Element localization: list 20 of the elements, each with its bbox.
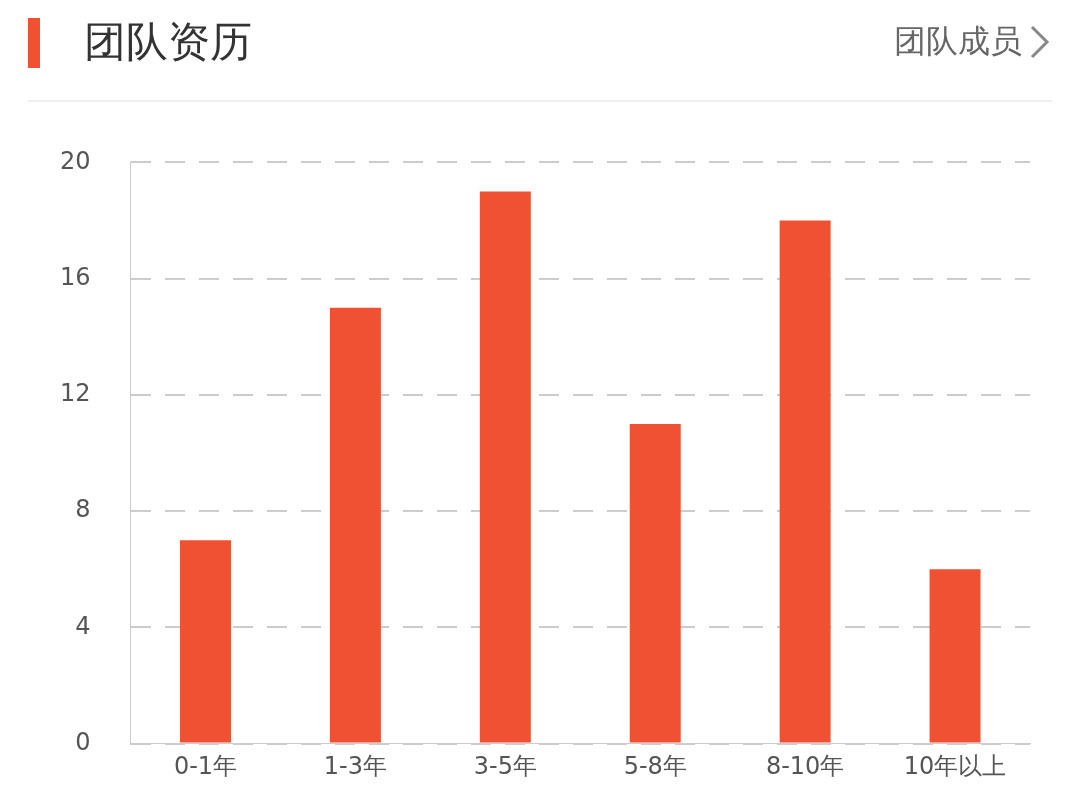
bar (779, 220, 831, 743)
text: 团队成员 (894, 21, 1022, 62)
bar (329, 307, 381, 743)
y-tick-label: 0 (75, 727, 91, 756)
y-tick-label: 16 (59, 262, 91, 291)
y-tick-label: 12 (59, 379, 91, 408)
chart-title: 团队资历 (84, 16, 252, 68)
y-tick-label: 8 (75, 495, 91, 524)
x-tick-label: 1-3年 (323, 752, 388, 781)
bar (629, 423, 681, 743)
bar (479, 191, 531, 743)
x-tick-label: 10年以上 (903, 752, 1007, 781)
x-tick-label: 3-5年 (473, 752, 537, 781)
x-tick-label: 0-1年 (173, 752, 238, 781)
bar (180, 540, 231, 743)
x-tick-label: 8-10年 (765, 752, 845, 781)
bar (929, 569, 981, 743)
y-tick-label: 4 (75, 611, 91, 640)
x-tick-label: 5-8年 (623, 752, 687, 781)
y-tick-label: 20 (59, 146, 91, 175)
